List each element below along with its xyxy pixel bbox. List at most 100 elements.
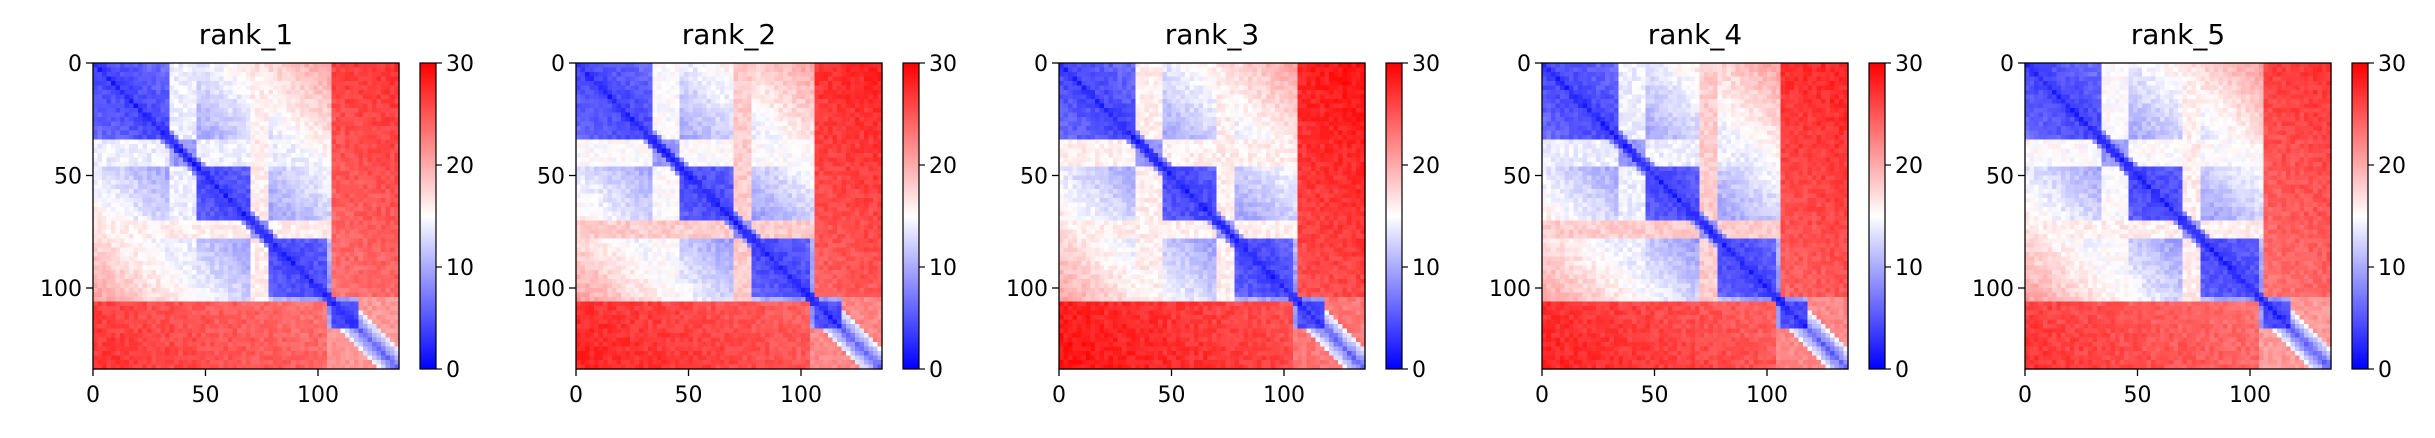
heatmap-cell bbox=[358, 184, 364, 190]
heatmap-cell bbox=[196, 265, 202, 271]
heatmap-cell bbox=[381, 234, 387, 240]
heatmap-cell bbox=[675, 81, 681, 87]
heatmap-cell bbox=[268, 117, 274, 123]
heatmap-cell bbox=[358, 153, 364, 159]
heatmap-cell bbox=[187, 274, 193, 280]
heatmap-cell bbox=[187, 243, 193, 249]
heatmap-cell bbox=[259, 198, 265, 204]
heatmap-cell bbox=[304, 148, 310, 154]
heatmap-cell bbox=[183, 270, 189, 276]
heatmap-cell bbox=[97, 274, 103, 280]
heatmap-cell bbox=[295, 288, 301, 294]
heatmap-cell bbox=[394, 85, 400, 91]
heatmap-cell bbox=[273, 126, 279, 132]
heatmap-cell bbox=[259, 283, 265, 289]
heatmap-cell bbox=[165, 310, 171, 316]
heatmap-cell bbox=[873, 67, 879, 73]
heatmap-cell bbox=[277, 297, 283, 303]
heatmap-cell bbox=[223, 274, 229, 280]
heatmap-cell bbox=[223, 346, 229, 352]
heatmap-cell bbox=[304, 207, 310, 213]
heatmap-cell bbox=[201, 153, 207, 159]
heatmap-cell bbox=[138, 225, 144, 231]
heatmap-cell bbox=[850, 81, 856, 87]
heatmap-cell bbox=[309, 324, 315, 330]
heatmap-cell bbox=[358, 234, 364, 240]
heatmap-cell bbox=[367, 297, 373, 303]
heatmap-cell bbox=[97, 297, 103, 303]
heatmap-cell bbox=[381, 108, 387, 114]
heatmap-cell bbox=[97, 175, 103, 181]
heatmap-cell bbox=[205, 130, 211, 136]
heatmap-cell bbox=[318, 202, 324, 208]
heatmap-cell bbox=[349, 90, 355, 96]
heatmap-cell bbox=[255, 234, 261, 240]
heatmap-cell bbox=[219, 324, 225, 330]
heatmap-cell bbox=[237, 130, 243, 136]
heatmap-cell bbox=[286, 180, 292, 186]
heatmap-cell bbox=[232, 90, 238, 96]
heatmap-cell bbox=[295, 202, 301, 208]
heatmap-cell bbox=[115, 234, 121, 240]
heatmap-cell bbox=[345, 355, 351, 361]
heatmap-cell bbox=[318, 76, 324, 82]
heatmap-cell bbox=[390, 256, 396, 262]
heatmap-cell bbox=[178, 238, 184, 244]
heatmap-cell bbox=[255, 297, 261, 303]
heatmap-cell bbox=[223, 175, 229, 181]
heatmap-cell bbox=[268, 220, 274, 226]
heatmap-cell bbox=[291, 310, 297, 316]
heatmap-cell bbox=[210, 162, 216, 168]
heatmap-cell bbox=[349, 99, 355, 105]
heatmap-cell bbox=[291, 229, 297, 235]
heatmap-cell bbox=[165, 148, 171, 154]
heatmap-cell bbox=[327, 279, 333, 285]
heatmap-cell bbox=[855, 72, 861, 78]
heatmap-cell bbox=[273, 342, 279, 348]
heatmap-cell bbox=[228, 243, 234, 249]
heatmap-cell bbox=[187, 297, 193, 303]
heatmap-cell bbox=[277, 234, 283, 240]
heatmap-cell bbox=[264, 63, 270, 69]
heatmap-cell bbox=[376, 297, 382, 303]
heatmap-cell bbox=[255, 67, 261, 73]
heatmap-cell bbox=[304, 265, 310, 271]
heatmap-cell bbox=[273, 319, 279, 325]
heatmap-cell bbox=[309, 63, 315, 69]
heatmap-cell bbox=[345, 274, 351, 280]
heatmap-cell bbox=[273, 297, 279, 303]
heatmap-cell bbox=[390, 247, 396, 253]
heatmap-cell bbox=[151, 202, 157, 208]
heatmap-cell bbox=[394, 220, 400, 226]
heatmap-cell bbox=[142, 166, 148, 172]
heatmap-cell bbox=[336, 207, 342, 213]
heatmap-cell bbox=[259, 360, 265, 366]
heatmap-cell bbox=[318, 364, 324, 370]
heatmap-cell bbox=[273, 301, 279, 307]
heatmap-cell bbox=[259, 324, 265, 330]
heatmap-cell bbox=[376, 234, 382, 240]
heatmap-cell bbox=[160, 346, 166, 352]
heatmap-cell bbox=[232, 319, 238, 325]
heatmap-cell bbox=[156, 324, 162, 330]
heatmap-cell bbox=[255, 180, 261, 186]
heatmap-cell bbox=[372, 162, 378, 168]
heatmap-cell bbox=[277, 225, 283, 231]
heatmap-cell bbox=[282, 297, 288, 303]
heatmap-cell bbox=[390, 297, 396, 303]
heatmap-cell bbox=[295, 220, 301, 226]
heatmap-cell bbox=[318, 117, 324, 123]
heatmap-cell bbox=[634, 72, 640, 78]
heatmap-cell bbox=[688, 81, 694, 87]
heatmap-cell bbox=[93, 328, 99, 334]
heatmap-cell bbox=[345, 72, 351, 78]
heatmap-cell bbox=[241, 180, 247, 186]
heatmap-cell bbox=[205, 256, 211, 262]
heatmap-cell bbox=[133, 90, 139, 96]
heatmap-cell bbox=[376, 63, 382, 69]
heatmap-cell bbox=[630, 63, 636, 69]
heatmap-cell bbox=[187, 180, 193, 186]
heatmap-cell bbox=[372, 85, 378, 91]
heatmap-cell bbox=[385, 364, 391, 370]
heatmap-cell bbox=[196, 148, 202, 154]
